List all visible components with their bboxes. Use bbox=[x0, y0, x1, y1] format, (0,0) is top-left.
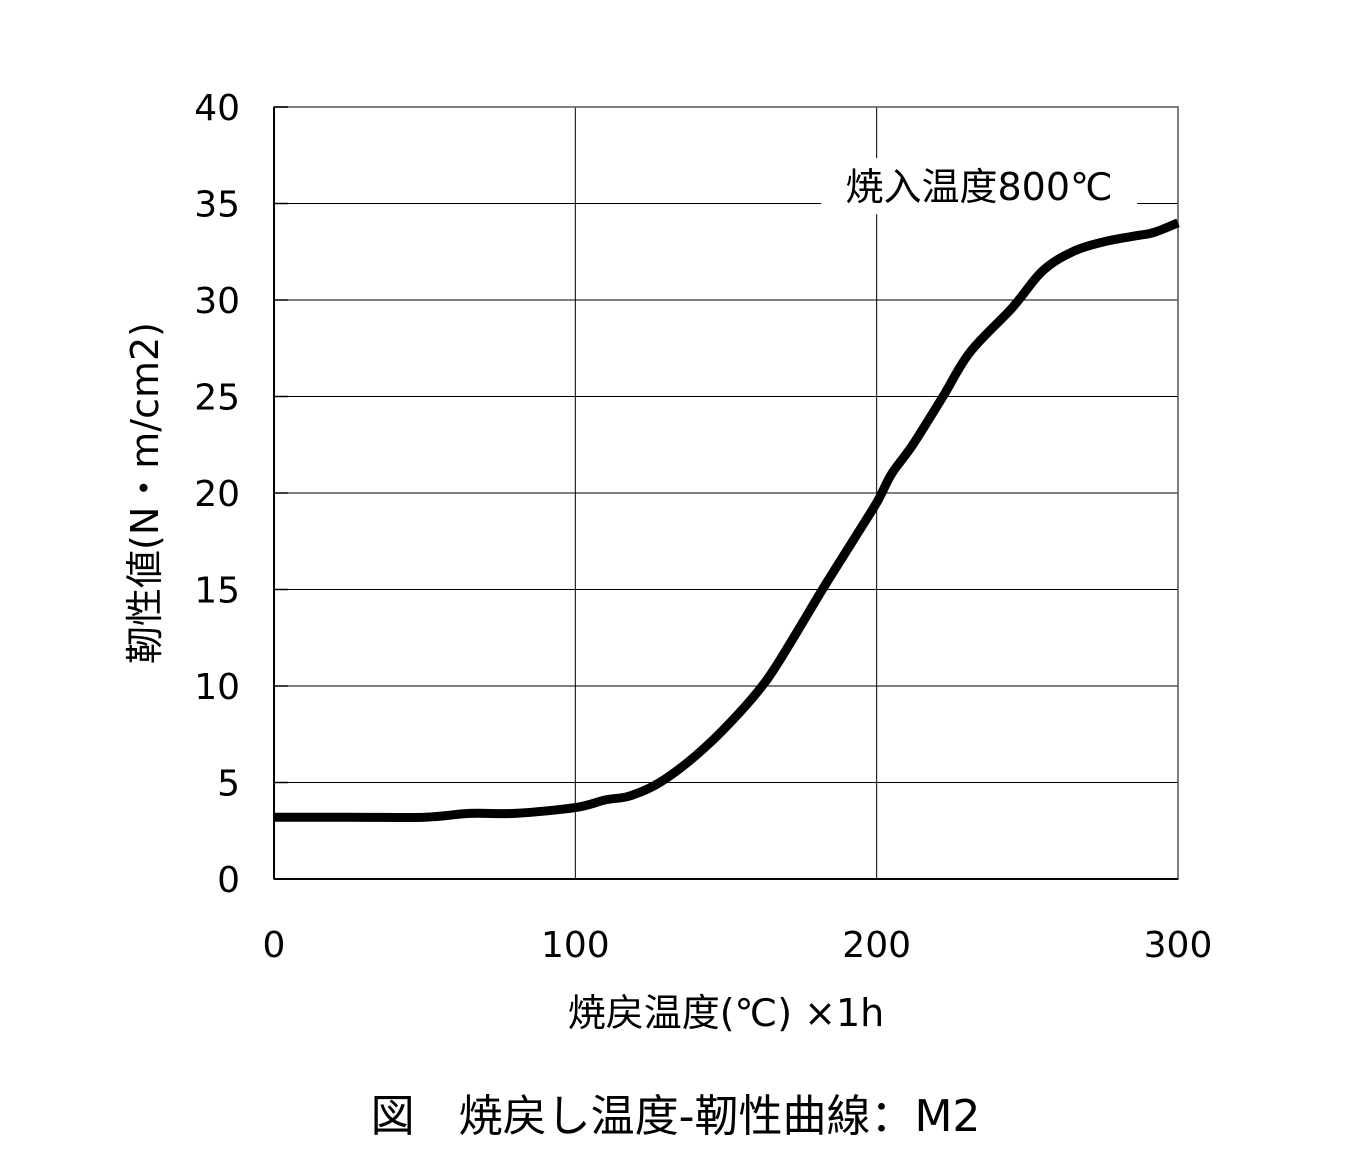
x-tick-label: 300 bbox=[1144, 925, 1213, 966]
x-tick-label: 200 bbox=[842, 925, 911, 966]
annotation-background bbox=[821, 158, 1138, 215]
y-tick-label: 40 bbox=[194, 88, 240, 129]
x-tick-label: 0 bbox=[263, 925, 286, 966]
y-tick-label: 5 bbox=[217, 764, 240, 805]
y-tick-label: 30 bbox=[194, 281, 240, 322]
y-tick-label: 10 bbox=[194, 667, 240, 708]
y-tick-label: 15 bbox=[194, 571, 240, 612]
figure-caption: 図 焼戻し温度-靭性曲線：M2 bbox=[370, 1091, 981, 1142]
grid bbox=[274, 106, 1179, 879]
series-line bbox=[274, 218, 1180, 823]
annotation-layer: 焼入温度800℃ bbox=[821, 158, 1138, 215]
y-tick-labels: 0 5 10 15 20 25 30 35 40 bbox=[194, 88, 240, 901]
x-tick-labels: 0 100 200 300 bbox=[263, 925, 1213, 966]
y-tick-label: 20 bbox=[194, 474, 240, 515]
y-tick-label: 0 bbox=[217, 860, 240, 901]
y-tick-label: 35 bbox=[194, 185, 240, 226]
x-axis-title: 焼戻温度(℃) ×1h bbox=[568, 991, 885, 1035]
x-tick-label: 100 bbox=[541, 925, 610, 966]
y-tick-label: 25 bbox=[194, 378, 240, 419]
series-layer bbox=[274, 218, 1180, 823]
y-axis-title: 靭性値(N・m/cm2) bbox=[123, 322, 167, 664]
axes bbox=[273, 106, 1178, 880]
series-annotation-label: 焼入温度800℃ bbox=[846, 165, 1113, 209]
